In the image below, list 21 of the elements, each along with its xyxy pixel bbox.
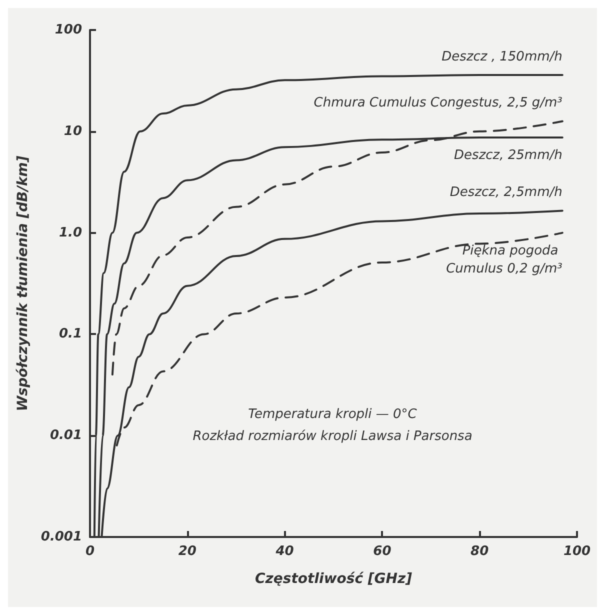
series-label: Deszcz, 25mm/h [454,148,562,164]
annotation: Temperatura kropli — 0°C [248,407,418,422]
y-tick-label: 1.0 [58,225,82,240]
y-axis-title: Współczynnik tłumienia [dB/km] [15,155,31,412]
x-tick-label: 60 [373,544,392,559]
annotation: Rozkład rozmiarów kropli Lawsa i Parsonsa [192,429,472,444]
x-tick-label: 20 [178,544,196,559]
x-tick-label: 0 [85,544,95,559]
series-label: Piękna pogoda Cumulus 0,2 g/m³ [446,243,562,276]
y-tick-label: 100 [54,22,82,38]
series-label: Deszcz , 150mm/h [442,49,562,64]
x-tick-label: 40 [274,544,294,559]
x-axis-title: Częstotliwość [GHz] [254,571,413,587]
y-tick-label: 10 [64,124,82,139]
series-label: Deszcz, 2,5mm/h [450,185,562,200]
y-tick-label: 0.1 [58,326,82,342]
x-tick-label: 100 [563,544,591,559]
series-label: Chmura Cumulus Congestus, 2,5 g/m³ [314,96,562,111]
y-tick-label: 0.01 [50,428,82,444]
y-tick-label: 0.001 [40,530,82,544]
x-tick-label: 80 [470,544,489,559]
